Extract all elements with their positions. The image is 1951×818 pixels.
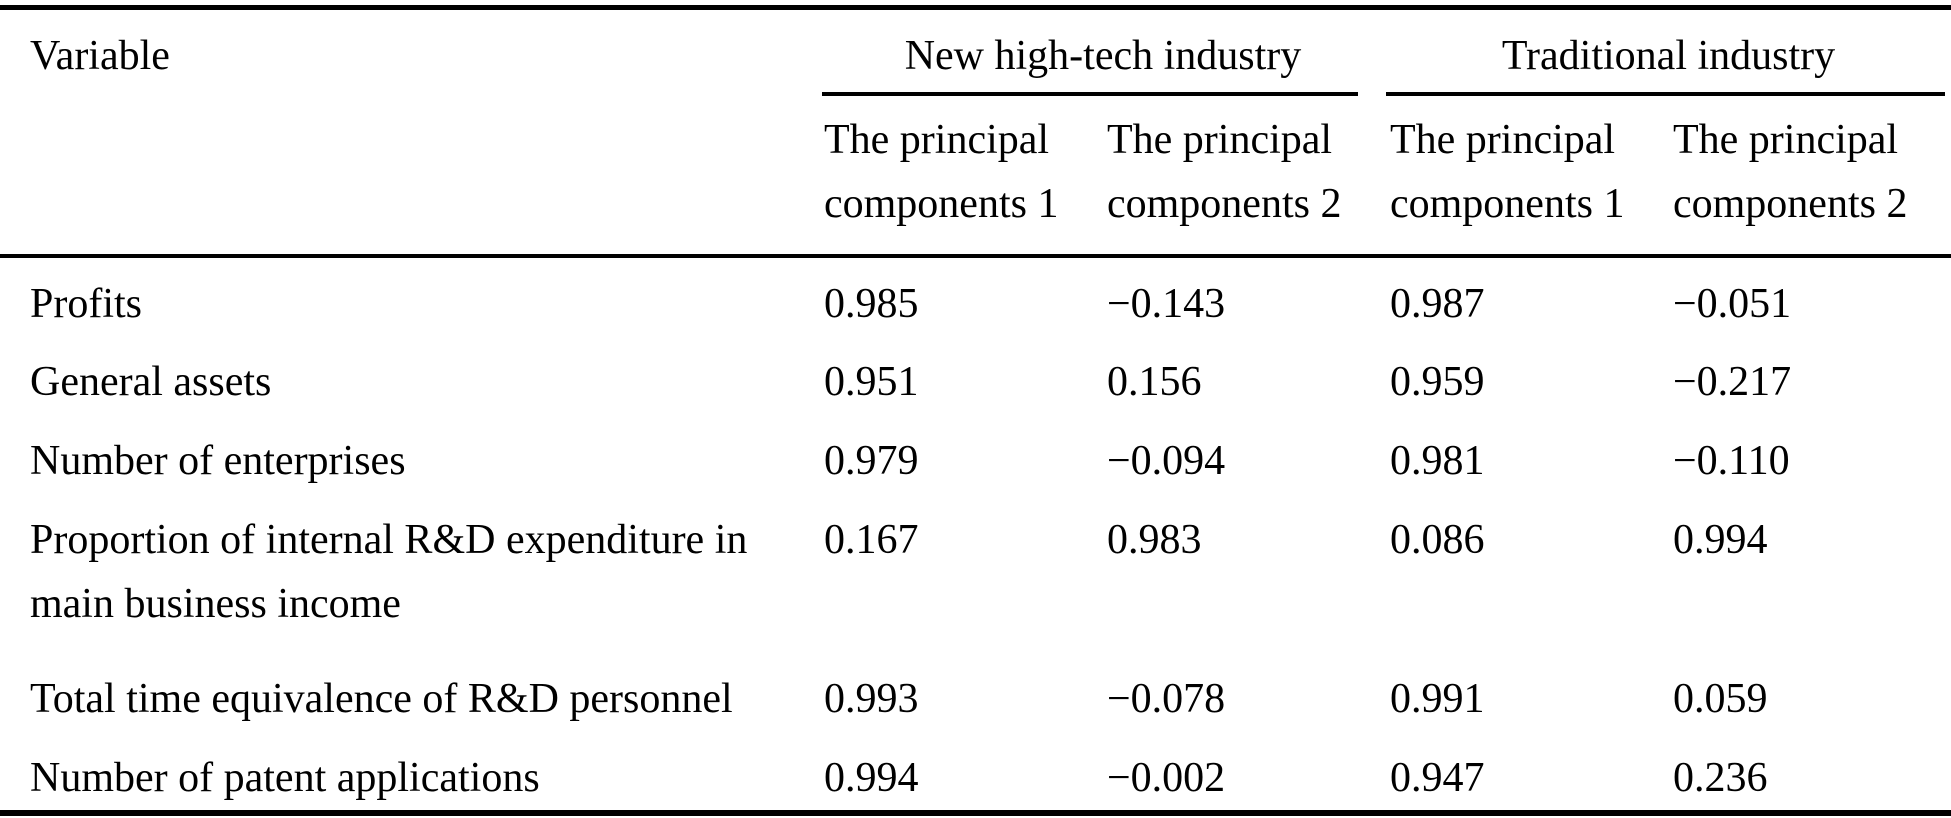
sub-header-row: The principal components 1 The principal…: [0, 95, 1951, 258]
value-cell: −0.051: [1673, 280, 1792, 327]
group-header-new-high-tech-industry: New high-tech industry: [820, 8, 1386, 96]
group-header-label: Traditional industry: [1501, 33, 1836, 79]
table-row-number-of-enterprises: Number of enterprises 0.979 −0.094 0.981…: [0, 415, 1951, 494]
value-cell: 0.236: [1673, 754, 1768, 801]
group-header-row: Variable New high-tech industry Traditio…: [0, 7, 1951, 258]
column-header-trad-pc2: The principal components 2: [1669, 95, 1951, 258]
value-cell: 0.994: [824, 754, 919, 801]
value-cell: −0.143: [1107, 280, 1226, 327]
value-cell: 0.987: [1390, 280, 1485, 327]
value-cell: 0.993: [824, 675, 919, 722]
group-underline-rule: [1386, 91, 1946, 96]
value-cell: 0.167: [824, 516, 919, 563]
column-header-nht-pc2: The principal components 2: [1103, 95, 1386, 258]
group-header-traditional-industry: Traditional industry: [1386, 8, 1951, 96]
value-cell: −0.110: [1673, 437, 1790, 484]
table-row-total-time-equivalence: Total time equivalence of R&D personnel …: [0, 653, 1951, 732]
value-cell: 0.994: [1673, 516, 1768, 563]
column-header-trad-pc1: The principal components 1: [1386, 95, 1669, 258]
variable-cell: Profits: [30, 280, 143, 327]
value-cell: 0.156: [1107, 358, 1202, 405]
value-cell: 0.981: [1390, 437, 1485, 484]
value-cell: −0.094: [1107, 437, 1226, 484]
value-cell: 0.947: [1390, 754, 1485, 801]
group-header-label: New high-tech industry: [904, 33, 1302, 79]
principal-components-table: Variable New high-tech industry Traditio…: [0, 5, 1951, 816]
variable-cell: Number of patent applications: [30, 754, 540, 801]
value-cell: 0.951: [824, 358, 919, 405]
table-row-profits: Profits 0.985 −0.143 0.987 −0.051: [0, 256, 1951, 336]
variable-cell: Number of enterprises: [30, 437, 406, 484]
column-header-variable: Variable: [0, 7, 820, 258]
value-cell: 0.059: [1673, 675, 1768, 722]
value-cell: 0.983: [1107, 516, 1202, 563]
variable-cell: Total time equivalence of R&D personnel: [30, 675, 733, 722]
variable-cell: Proportion of internal R&D expenditure i…: [30, 516, 748, 627]
table-row-general-assets: General assets 0.951 0.156 0.959 −0.217: [0, 336, 1951, 415]
variable-cell: General assets: [30, 358, 272, 405]
value-cell: 0.959: [1390, 358, 1485, 405]
column-header-nht-pc1: The principal components 1: [820, 95, 1103, 258]
value-cell: 0.979: [824, 437, 919, 484]
table-row-proportion-rd-expenditure: Proportion of internal R&D expenditure i…: [0, 494, 1951, 653]
table-row-patent-applications: Number of patent applications 0.994 −0.0…: [0, 732, 1951, 813]
value-cell: −0.078: [1107, 675, 1226, 722]
group-underline-rule: [822, 91, 1358, 96]
value-cell: 0.985: [824, 280, 919, 327]
value-cell: −0.002: [1107, 754, 1226, 801]
value-cell: −0.217: [1673, 358, 1792, 405]
value-cell: 0.991: [1390, 675, 1485, 722]
value-cell: 0.086: [1390, 516, 1485, 563]
